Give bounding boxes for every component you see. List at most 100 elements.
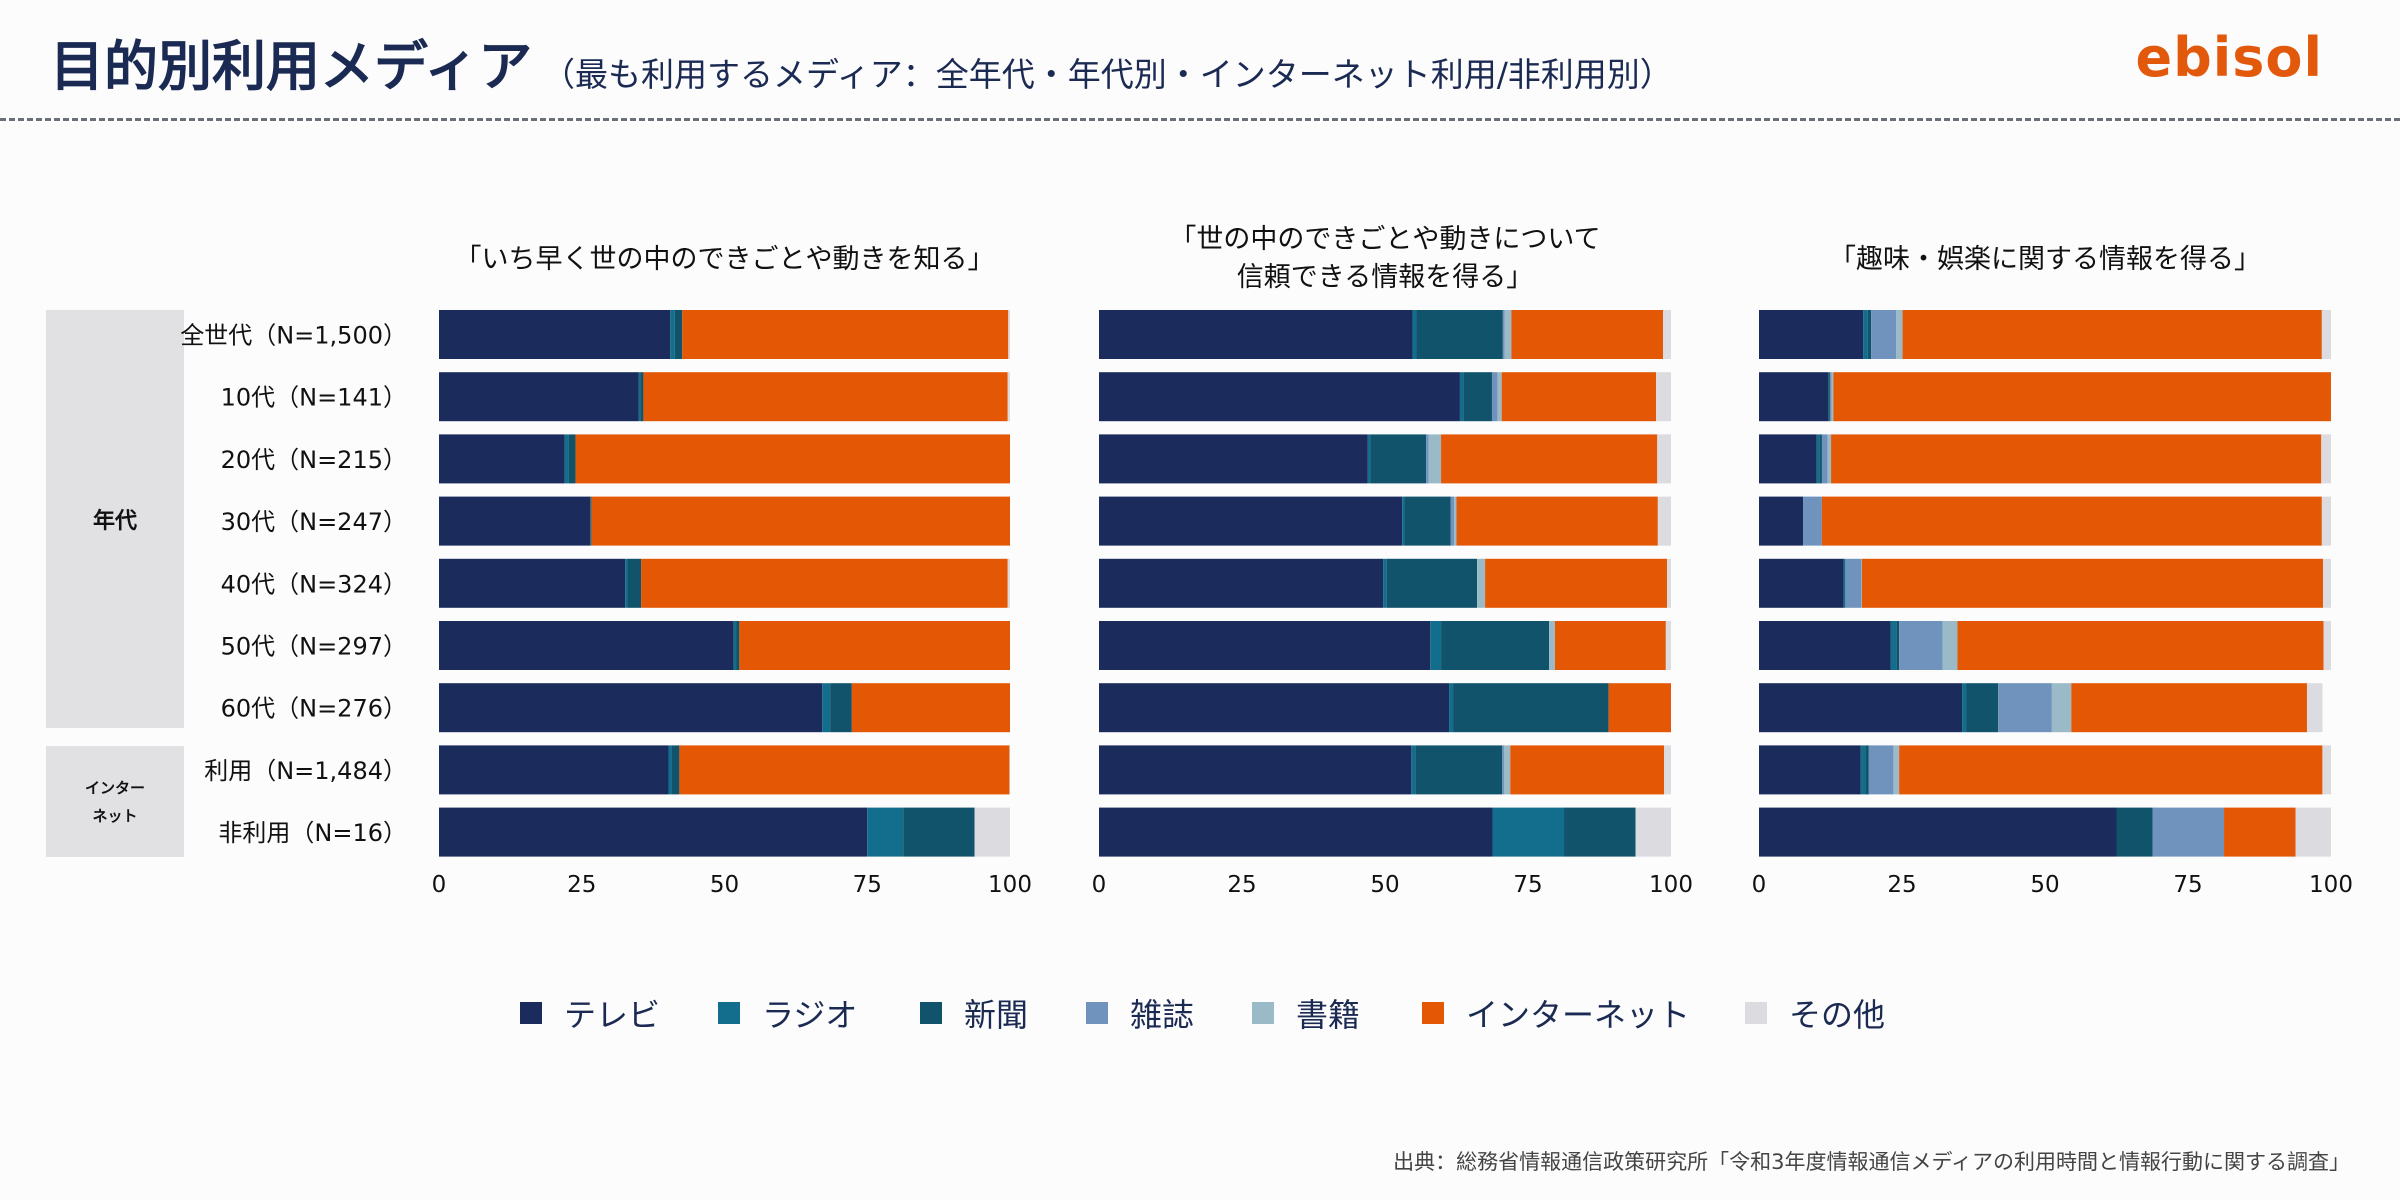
page-title: 目的別利用メディア: [50, 35, 533, 98]
bar-segment: [2322, 558, 2331, 608]
bar-segment: [627, 558, 642, 608]
bar-segment: [1899, 621, 1943, 670]
bar-segment: [439, 807, 868, 857]
bar-segment: [1454, 496, 1457, 546]
bar-segment: [1402, 496, 1405, 546]
bar-segment: [1821, 434, 1828, 484]
bar-segment: [679, 745, 1010, 795]
legend-swatch: [1252, 1002, 1274, 1024]
bar-segment: [2321, 310, 2331, 359]
x-tick-label: 25: [1227, 872, 1256, 898]
bar-segment: [1861, 558, 2323, 608]
bar-segment: [1502, 310, 1505, 359]
bar-segment: [670, 310, 675, 359]
legend-item: ラジオ: [718, 988, 857, 1038]
bar-segment: [1554, 621, 1666, 670]
category-label: 60代（N=276）: [221, 695, 407, 723]
bar-segment: [1008, 310, 1010, 359]
x-tick-label: 50: [710, 872, 739, 898]
legend-swatch: [520, 1002, 542, 1024]
legend-label: 新聞: [964, 996, 1029, 1034]
bar-segment: [1441, 434, 1658, 484]
bar-segment: [1449, 683, 1454, 733]
stacked-bar-charts: 「いち早く世の中のできごとや動きを知る」全世代（N=1,500） 10代（N=14…: [180, 224, 2353, 898]
group-label-internet-line2: ネット: [92, 806, 138, 825]
legend-label: ラジオ: [762, 996, 858, 1034]
bar-segment: [1099, 807, 1493, 857]
bar-segment: [1099, 496, 1403, 546]
bar-segment: [1450, 496, 1455, 546]
bar-segment: [739, 621, 1010, 670]
category-label: 40代（N=324）: [221, 570, 407, 598]
category-label: 全世代（N=1,500）: [180, 322, 407, 350]
bar-segment: [1099, 621, 1431, 670]
bar-segment: [1099, 558, 1384, 608]
bar-segment: [1503, 745, 1511, 795]
bar-segment: [1896, 621, 1900, 670]
bar-segment: [2321, 496, 2331, 546]
legend-item: テレビ: [520, 988, 660, 1038]
bar-segment: [1962, 683, 1967, 733]
bar-segment: [640, 372, 644, 422]
header-divider: [0, 118, 2400, 121]
bar-segment: [1501, 372, 1657, 422]
bar-segment: [439, 434, 565, 484]
bar-segment: [1867, 310, 1872, 359]
x-tick-label: 75: [2173, 872, 2202, 898]
bar-segment: [1099, 372, 1460, 422]
bar-segment: [671, 745, 680, 795]
bar-segment: [2323, 621, 2331, 670]
bar-segment: [1666, 558, 1671, 608]
bar-segment: [1009, 745, 1010, 795]
bar-segment: [625, 558, 628, 608]
bar-segment: [1510, 745, 1665, 795]
x-tick-label: 75: [1513, 872, 1542, 898]
x-tick-label: 100: [2309, 872, 2353, 898]
category-label: 非利用（N=16）: [218, 819, 407, 847]
bar-segment: [822, 683, 831, 733]
x-tick-label: 25: [1887, 872, 1916, 898]
bar-segment: [1998, 683, 2052, 733]
bar-segment: [638, 372, 641, 422]
bar-segment: [1819, 434, 1822, 484]
bar-segment: [1441, 621, 1550, 670]
bar-segment: [1564, 807, 1636, 857]
bar-segment: [643, 372, 1008, 422]
bar-segment: [1759, 745, 1861, 795]
bar-segment: [1759, 310, 1864, 359]
bar-segment: [736, 621, 740, 670]
bar-segment: [668, 745, 672, 795]
bar-segment: [1664, 745, 1671, 795]
category-label: 利用（N=1,484）: [204, 757, 407, 785]
bar-segment: [1860, 745, 1866, 795]
legend-swatch: [1745, 1002, 1767, 1024]
bar-segment: [1367, 434, 1371, 484]
bar-segment: [1865, 745, 1869, 795]
bar-segment: [1477, 558, 1486, 608]
bar-segment: [439, 372, 639, 422]
bar-segment: [1890, 621, 1897, 670]
bar-segment: [1504, 310, 1512, 359]
panel-title-1-line-1: 「いち早く世の中のできごとや動きを知る」: [455, 244, 995, 275]
bar-segment: [591, 496, 1010, 546]
bar-segment: [2321, 434, 2331, 484]
bar-segment: [439, 683, 823, 733]
bar-segment: [1491, 372, 1498, 422]
bar-segment: [1511, 310, 1663, 359]
x-tick-label: 100: [988, 872, 1032, 898]
x-tick-label: 0: [432, 872, 447, 898]
bar-segment: [674, 310, 683, 359]
bar-segment: [439, 745, 669, 795]
x-tick-label: 100: [1649, 872, 1693, 898]
bar-segment: [575, 434, 1010, 484]
bar-segment: [1868, 745, 1894, 795]
bar-segment: [1463, 372, 1492, 422]
bar-segment: [2224, 807, 2296, 857]
bar-segment: [1665, 621, 1671, 670]
bar-segment: [1428, 434, 1442, 484]
bar-segment: [439, 310, 671, 359]
bar-segment: [2306, 683, 2323, 733]
bar-segment: [1007, 372, 1010, 422]
x-tick-label: 75: [853, 872, 882, 898]
x-tick-label: 0: [1092, 872, 1107, 898]
